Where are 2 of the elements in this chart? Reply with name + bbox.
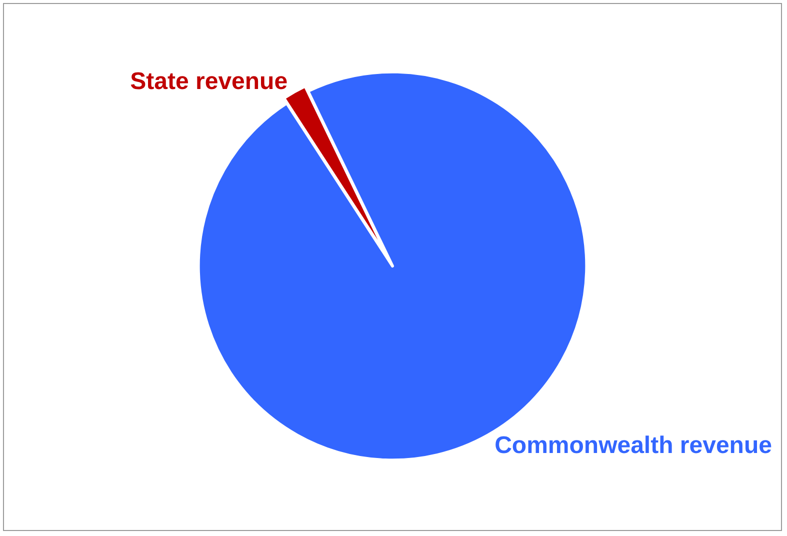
slice-label: Commonwealth revenue: [494, 432, 772, 459]
slice-label: State revenue: [130, 68, 288, 96]
